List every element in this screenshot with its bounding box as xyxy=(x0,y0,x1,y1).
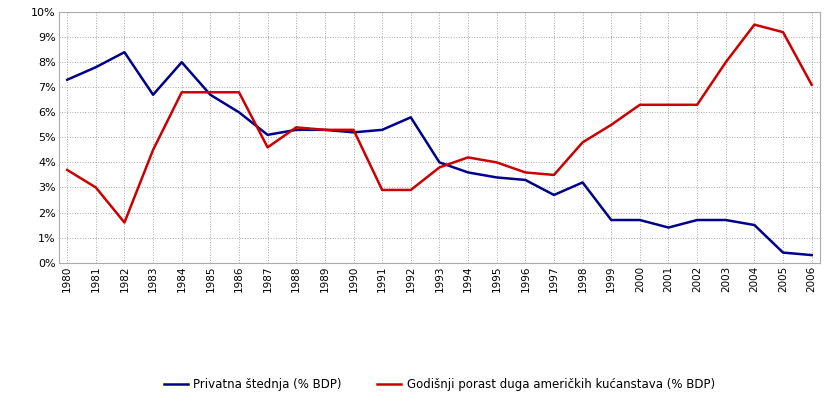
Godišnji porast duga američkih kućanstava (% BDP) xyxy=(291,125,301,130)
Godišnji porast duga američkih kućanstava (% BDP) xyxy=(263,145,273,150)
Godišnji porast duga američkih kućanstava (% BDP) xyxy=(120,220,130,225)
Privatna štednja (% BDP) xyxy=(90,65,100,69)
Privatna štednja (% BDP) xyxy=(234,110,244,115)
Godišnji porast duga američkih kućanstava (% BDP) xyxy=(663,102,673,107)
Godišnji porast duga američkih kućanstava (% BDP) xyxy=(205,90,215,95)
Godišnji porast duga američkih kućanstava (% BDP) xyxy=(520,170,530,175)
Privatna štednja (% BDP) xyxy=(120,50,130,55)
Line: Godišnji porast duga američkih kućanstava (% BDP): Godišnji porast duga američkih kućanstav… xyxy=(67,25,811,223)
Privatna štednja (% BDP) xyxy=(263,133,273,137)
Godišnji porast duga američkih kućanstava (% BDP) xyxy=(548,173,558,177)
Godišnji porast duga američkih kućanstava (% BDP) xyxy=(605,122,615,127)
Privatna štednja (% BDP) xyxy=(319,127,329,132)
Privatna štednja (% BDP) xyxy=(462,170,472,175)
Privatna štednja (% BDP) xyxy=(634,218,644,223)
Godišnji porast duga američkih kućanstava (% BDP) xyxy=(348,127,358,132)
Godišnji porast duga američkih kućanstava (% BDP) xyxy=(148,147,158,152)
Godišnji porast duga američkih kućanstava (% BDP) xyxy=(720,60,730,65)
Privatna štednja (% BDP) xyxy=(377,127,387,132)
Privatna štednja (% BDP) xyxy=(491,175,501,180)
Godišnji porast duga američkih kućanstava (% BDP) xyxy=(462,155,472,160)
Godišnji porast duga američkih kućanstava (% BDP) xyxy=(176,90,186,95)
Godišnji porast duga američkih kućanstava (% BDP) xyxy=(405,187,415,192)
Line: Privatna štednja (% BDP): Privatna štednja (% BDP) xyxy=(67,52,811,255)
Godišnji porast duga američkih kućanstava (% BDP) xyxy=(434,165,444,170)
Godišnji porast duga američkih kućanstava (% BDP) xyxy=(491,160,501,165)
Godišnji porast duga američkih kućanstava (% BDP) xyxy=(90,185,100,190)
Privatna štednja (% BDP) xyxy=(748,223,758,227)
Godišnji porast duga američkih kućanstava (% BDP) xyxy=(577,140,587,145)
Privatna štednja (% BDP) xyxy=(577,180,587,185)
Privatna štednja (% BDP) xyxy=(806,252,816,257)
Godišnji porast duga američkih kućanstava (% BDP) xyxy=(777,30,788,35)
Privatna štednja (% BDP) xyxy=(520,177,530,182)
Godišnji porast duga američkih kućanstava (% BDP) xyxy=(62,168,72,173)
Privatna štednja (% BDP) xyxy=(205,93,215,97)
Privatna štednja (% BDP) xyxy=(148,93,158,97)
Godišnji porast duga američkih kućanstava (% BDP) xyxy=(748,22,758,27)
Privatna štednja (% BDP) xyxy=(691,218,701,223)
Privatna štednja (% BDP) xyxy=(777,250,788,255)
Privatna štednja (% BDP) xyxy=(720,218,730,223)
Privatna štednja (% BDP) xyxy=(548,193,558,198)
Privatna štednja (% BDP) xyxy=(176,60,186,65)
Privatna štednja (% BDP) xyxy=(291,127,301,132)
Privatna štednja (% BDP) xyxy=(605,218,615,223)
Privatna štednja (% BDP) xyxy=(348,130,358,135)
Legend: Privatna štednja (% BDP), Godišnji porast duga američkih kućanstava (% BDP): Privatna štednja (% BDP), Godišnji poras… xyxy=(159,374,719,396)
Privatna štednja (% BDP) xyxy=(62,77,72,82)
Privatna štednja (% BDP) xyxy=(405,115,415,120)
Godišnji porast duga američkih kućanstava (% BDP) xyxy=(806,82,816,87)
Godišnji porast duga američkih kućanstava (% BDP) xyxy=(634,102,644,107)
Godišnji porast duga američkih kućanstava (% BDP) xyxy=(691,102,701,107)
Privatna štednja (% BDP) xyxy=(434,160,444,165)
Godišnji porast duga američkih kućanstava (% BDP) xyxy=(319,127,329,132)
Privatna štednja (% BDP) xyxy=(663,225,673,230)
Godišnji porast duga američkih kućanstava (% BDP) xyxy=(234,90,244,95)
Godišnji porast duga američkih kućanstava (% BDP) xyxy=(377,187,387,192)
